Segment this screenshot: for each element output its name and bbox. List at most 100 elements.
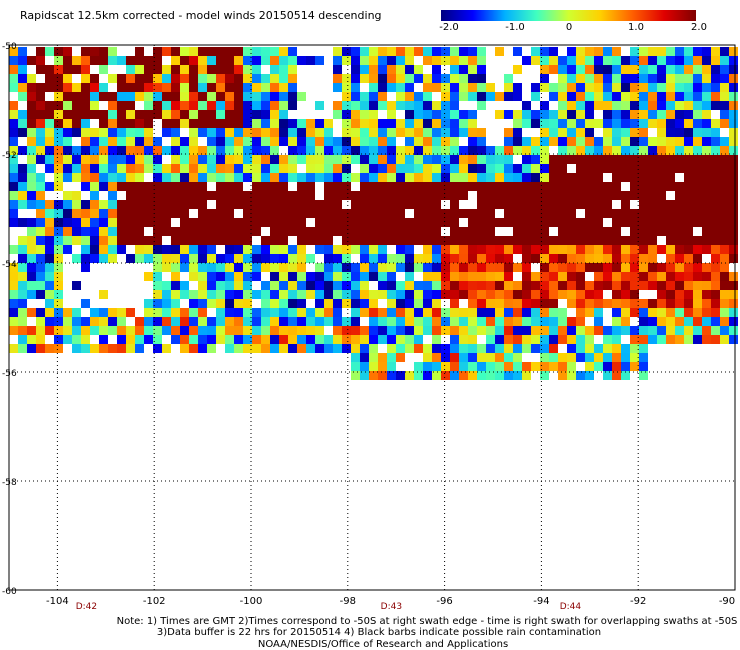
- heatmap-cell: [657, 245, 666, 254]
- heatmap-cell: [360, 146, 369, 155]
- heatmap-cell: [702, 236, 711, 245]
- heatmap-cell: [117, 119, 126, 128]
- heatmap-cell: [648, 146, 657, 155]
- heatmap-cell: [612, 146, 621, 155]
- heatmap-cell: [621, 83, 630, 92]
- heatmap-cell: [576, 317, 585, 326]
- heatmap-cell: [441, 173, 450, 182]
- heatmap-cell: [90, 182, 99, 191]
- heatmap-cell: [81, 209, 90, 218]
- heatmap-cell: [450, 182, 459, 191]
- heatmap-cell: [396, 353, 405, 362]
- heatmap-cell: [630, 173, 639, 182]
- heatmap-cell: [270, 155, 279, 164]
- heatmap-cell: [270, 137, 279, 146]
- heatmap-cell: [414, 263, 423, 272]
- heatmap-cell: [288, 209, 297, 218]
- heatmap-cell: [468, 281, 477, 290]
- heatmap-cell: [423, 227, 432, 236]
- heatmap-cell: [522, 119, 531, 128]
- heatmap-cell: [522, 137, 531, 146]
- heatmap-cell: [450, 119, 459, 128]
- heatmap-cell: [207, 110, 216, 119]
- heatmap-cell: [603, 137, 612, 146]
- heatmap-cell: [99, 317, 108, 326]
- heatmap-cell: [477, 272, 486, 281]
- heatmap-cell: [315, 317, 324, 326]
- heatmap-cell: [441, 353, 450, 362]
- heatmap-cell: [720, 182, 729, 191]
- heatmap-cell: [378, 335, 387, 344]
- heatmap-cell: [153, 101, 162, 110]
- heatmap-cell: [63, 308, 72, 317]
- heatmap-cell: [207, 137, 216, 146]
- heatmap-cell: [468, 173, 477, 182]
- heatmap-cell: [270, 119, 279, 128]
- heatmap-cell: [135, 74, 144, 83]
- heatmap-cell: [360, 182, 369, 191]
- heatmap-cell: [729, 254, 738, 263]
- heatmap-cell: [711, 317, 720, 326]
- heatmap-cell: [252, 65, 261, 74]
- heatmap-cell: [558, 191, 567, 200]
- heatmap-cell: [261, 137, 270, 146]
- heatmap-cell: [468, 344, 477, 353]
- heatmap-cell: [720, 272, 729, 281]
- heatmap-cell: [225, 317, 234, 326]
- heatmap-cell: [225, 119, 234, 128]
- heatmap-cell: [90, 137, 99, 146]
- heatmap-cell: [414, 371, 423, 380]
- heatmap-cell: [144, 137, 153, 146]
- heatmap-cell: [675, 209, 684, 218]
- heatmap-cell: [270, 101, 279, 110]
- heatmap-cell: [360, 65, 369, 74]
- heatmap-cell: [27, 254, 36, 263]
- heatmap-cell: [486, 254, 495, 263]
- heatmap-cell: [342, 56, 351, 65]
- heatmap-cell: [576, 245, 585, 254]
- heatmap-cell: [54, 299, 63, 308]
- heatmap-cell: [414, 101, 423, 110]
- heatmap-cell: [441, 164, 450, 173]
- heatmap-cell: [90, 56, 99, 65]
- heatmap-cell: [504, 218, 513, 227]
- heatmap-cell: [450, 299, 459, 308]
- heatmap-cell: [360, 290, 369, 299]
- heatmap-cell: [18, 164, 27, 173]
- heatmap-cell: [162, 218, 171, 227]
- heatmap-cell: [459, 83, 468, 92]
- heatmap-cell: [198, 335, 207, 344]
- heatmap-cell: [621, 65, 630, 74]
- heatmap-cell: [99, 326, 108, 335]
- heatmap-cell: [603, 362, 612, 371]
- heatmap-cell: [153, 209, 162, 218]
- heatmap-cell: [324, 263, 333, 272]
- heatmap-cell: [63, 173, 72, 182]
- heatmap-cell: [387, 263, 396, 272]
- heatmap-cell: [279, 236, 288, 245]
- heatmap-cell: [297, 191, 306, 200]
- heatmap-cell: [513, 47, 522, 56]
- heatmap-cell: [90, 317, 99, 326]
- heatmap-cell: [675, 218, 684, 227]
- heatmap-cell: [603, 254, 612, 263]
- heatmap-cell: [549, 236, 558, 245]
- heatmap-cell: [270, 182, 279, 191]
- heatmap-cell: [585, 173, 594, 182]
- heatmap-cell: [702, 110, 711, 119]
- heatmap-cell: [243, 65, 252, 74]
- heatmap-cell: [117, 101, 126, 110]
- heatmap-cell: [288, 146, 297, 155]
- heatmap-cell: [9, 164, 18, 173]
- heatmap-cell: [693, 236, 702, 245]
- heatmap-cell: [576, 83, 585, 92]
- heatmap-cell: [504, 83, 513, 92]
- heatmap-cell: [270, 146, 279, 155]
- heatmap-cell: [153, 326, 162, 335]
- heatmap-cell: [135, 128, 144, 137]
- heatmap-cell: [585, 56, 594, 65]
- heatmap-cell: [63, 218, 72, 227]
- heatmap-cell: [468, 236, 477, 245]
- heatmap-cell: [531, 326, 540, 335]
- heatmap-cell: [531, 218, 540, 227]
